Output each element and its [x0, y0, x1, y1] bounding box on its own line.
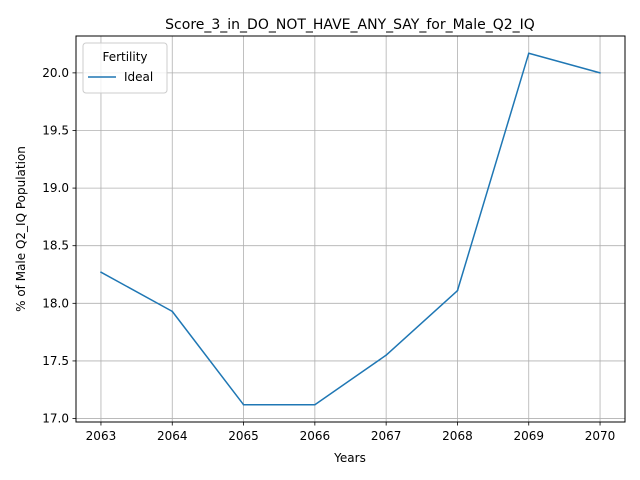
y-axis-title: % of Male Q2_IQ Population [14, 146, 28, 312]
data-point [314, 403, 316, 406]
data-point [456, 289, 459, 292]
chart-title: Score_3_in_DO_NOT_HAVE_ANY_SAY_for_Male_… [165, 17, 535, 33]
legend-box [82, 42, 168, 94]
y-tick-label: 19.5 [42, 123, 69, 137]
x-tick-label: 2063 [86, 429, 117, 443]
series-layer [100, 52, 601, 406]
data-point [100, 271, 102, 274]
y-tick-label: 20.0 [42, 66, 69, 80]
ticks: 2063 2064 2065 2066 2067 2068 2069 2070 17.0 17.5… [42, 66, 615, 443]
y-tick-label: 17.5 [42, 354, 69, 368]
x-axis-title: Years [333, 451, 366, 465]
x-tick-label: 2066 [300, 429, 331, 443]
legend-title: Fertility [102, 50, 147, 64]
x-tick-label: 2065 [228, 429, 259, 443]
y-tick-label: 18.5 [42, 239, 69, 253]
data-point [242, 403, 245, 406]
data-point [599, 72, 601, 74]
data-point [385, 354, 387, 356]
x-tick-label: 2069 [513, 429, 544, 443]
grid [76, 36, 625, 422]
plot-frame [75, 35, 626, 423]
y-tick-label: 18.0 [42, 296, 69, 310]
x-tick-label: 2067 [371, 429, 402, 443]
x-tick-label: 2064 [157, 429, 188, 443]
y-tick-label: 19.0 [42, 181, 69, 195]
y-tick-label: 17.0 [42, 412, 69, 426]
data-point [171, 310, 174, 313]
series-line-ideal [100, 52, 601, 406]
x-tick-label: 2070 [585, 429, 616, 443]
legend: Fertility Ideal [82, 42, 168, 94]
x-tick-label: 2068 [442, 429, 473, 443]
data-point [527, 52, 530, 55]
legend-label-ideal: Ideal [124, 70, 153, 84]
